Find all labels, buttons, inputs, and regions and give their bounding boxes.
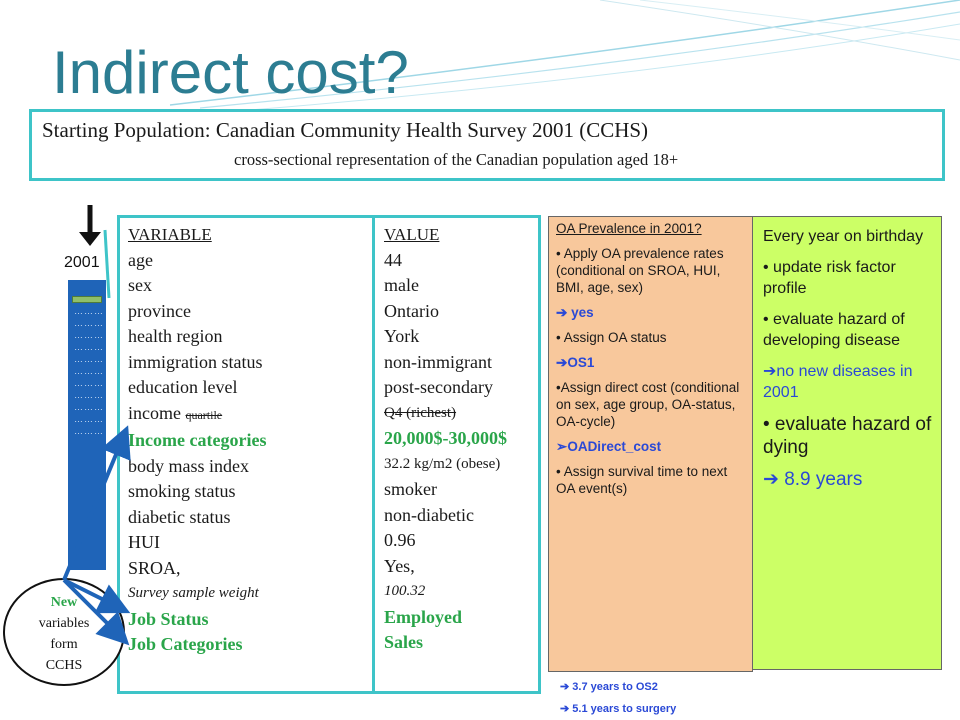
value-item: male	[384, 275, 419, 295]
oa-result-text: OADirect_cost	[567, 439, 662, 454]
oa-item-survival: • Assign survival time to next OA event(…	[556, 464, 728, 496]
oa-result-os2: ➔ 3.7 years to OS2	[560, 676, 676, 698]
value-item-old: Q4 (richest)	[384, 404, 457, 421]
timeline-dots: ………	[74, 426, 104, 436]
oa-result-text: OS1	[567, 355, 595, 370]
oa-result-yes: ➔ yes	[556, 304, 748, 321]
variable-item: Survey sample weight	[128, 585, 259, 601]
new-variables-text: New variables form CCHS	[5, 592, 123, 676]
arrow-right-icon: ➔	[556, 355, 568, 370]
timeline-dots: ………	[74, 318, 104, 328]
timeline-dots: ………	[74, 366, 104, 376]
variable-item: SROA,	[128, 557, 181, 578]
variables-table	[117, 215, 541, 694]
timeline-dots: ………	[74, 378, 104, 388]
value-item-new: Sales	[384, 632, 424, 652]
variable-item: age	[128, 249, 153, 270]
value-item: non-immigrant	[384, 351, 492, 372]
yearly-item-disease: • evaluate hazard of developing disease	[763, 311, 905, 349]
oa-prevalence-panel	[548, 216, 753, 672]
timeline-dots: ………	[74, 330, 104, 340]
variable-item: education level	[128, 377, 238, 397]
population-line-2: cross-sectional representation of the Ca…	[234, 150, 679, 169]
oa-result-text: yes	[571, 305, 594, 320]
variable-item: diabetic status	[128, 506, 231, 527]
arrow-right-icon: ➔	[763, 363, 777, 380]
variable-item-quartile: quartile	[185, 407, 223, 422]
variable-item: HUI	[128, 532, 160, 552]
value-item: non-diabetic	[384, 504, 474, 525]
value-item: 32.2 kg/m2 (obese)	[384, 455, 501, 472]
value-column: VALUE 44 male Ontario York non-immigrant…	[384, 222, 507, 656]
oa-item-status: • Assign OA status	[556, 330, 667, 345]
arrow-right-icon: ➔	[560, 703, 570, 715]
oa-item-prevalence: • Apply OA prevalence rates (conditional…	[556, 246, 724, 295]
timeline-dots: ………	[74, 306, 104, 316]
value-item-new: 20,000$-30,000$	[384, 428, 507, 448]
arrow-right-icon: ➢	[556, 439, 568, 454]
variable-item-new: Income categories	[128, 430, 267, 450]
yearly-result-disease: ➔no new diseases in 2001	[763, 361, 935, 403]
oa-overflow-results: ➔ 3.7 years to OS2 ➔ 5.1 years to surger…	[560, 676, 676, 720]
value-header: VALUE	[384, 225, 440, 244]
yearly-result-dying: ➔ 8.9 years	[763, 469, 935, 490]
new-variables-line: variables	[38, 616, 90, 631]
variable-item: health region	[128, 326, 223, 346]
timeline-current-marker	[72, 296, 102, 303]
new-variables-line: CCHS	[45, 658, 83, 673]
variable-header: VARIABLE	[128, 225, 212, 244]
arrow-right-icon: ➔	[763, 469, 779, 490]
variable-item: income	[128, 402, 181, 423]
variable-item: immigration status	[128, 351, 263, 372]
population-line-1: Starting Population: Canadian Community …	[42, 118, 649, 142]
yearly-update-panel	[752, 216, 942, 670]
oa-result-text: 3.7 years to OS2	[572, 681, 658, 693]
oa-prevalence-content: OA Prevalence in 2001? • Apply OA preval…	[556, 220, 748, 505]
arrow-right-icon: ➔	[560, 681, 570, 693]
oa-result-text: 5.1 years to surgery	[572, 703, 677, 715]
variable-item: sex	[128, 275, 152, 295]
value-item: 0.96	[384, 530, 416, 550]
page-title: Indirect cost?	[52, 39, 409, 106]
oa-result-surgery: ➔ 5.1 years to surgery	[560, 698, 676, 720]
value-item: post-secondary	[384, 377, 493, 397]
arrow-right-icon: ➔	[556, 305, 568, 320]
new-variables-circle: New variables form CCHS	[3, 578, 125, 686]
value-item: 44	[384, 249, 402, 270]
yearly-result-text: no new diseases in 2001	[763, 363, 913, 401]
variable-item-new: Job Status	[128, 608, 209, 629]
timeline-dots: ………	[74, 390, 104, 400]
starting-population-box: Starting Population: Canadian Community …	[29, 109, 945, 181]
variable-item-income: income quartile	[128, 401, 266, 429]
new-variables-line: New	[50, 595, 78, 610]
variable-column: VARIABLE age sex province health region …	[128, 222, 266, 658]
value-item: York	[384, 326, 420, 346]
oa-result-status: ➔OS1	[556, 354, 748, 371]
yearly-update-content: Every year on birthday • update risk fac…	[763, 226, 935, 500]
yearly-item-dying: • evaluate hazard of dying	[763, 414, 932, 458]
value-item: Ontario	[384, 300, 439, 321]
variables-table-divider	[372, 215, 375, 694]
variable-item: body mass index	[128, 455, 249, 476]
timeline-dots: ………	[74, 354, 104, 364]
value-item-new: Employed	[384, 606, 463, 627]
timeline-year-label: 2001	[64, 254, 100, 271]
yearly-item-risk: • update risk factor profile	[763, 259, 896, 297]
value-item: 100.32	[384, 583, 426, 599]
oa-item-direct-cost: •Assign direct cost (conditional on sex,…	[556, 380, 740, 429]
value-item: Yes,	[384, 555, 415, 576]
variable-item-new: Job Categories	[128, 634, 243, 654]
timeline-dots: ………	[74, 342, 104, 352]
variable-item: province	[128, 300, 191, 321]
oa-heading: OA Prevalence in 2001?	[556, 221, 702, 236]
new-variables-line: form	[50, 637, 78, 652]
value-item: smoker	[384, 479, 437, 499]
oa-result-direct-cost: ➢OADirect_cost	[556, 438, 748, 455]
yearly-result-text: 8.9 years	[784, 469, 863, 490]
yearly-heading: Every year on birthday	[763, 228, 924, 245]
variable-item: smoking status	[128, 481, 236, 501]
timeline-dots: ………	[74, 414, 104, 424]
timeline-dots: ………	[74, 402, 104, 412]
